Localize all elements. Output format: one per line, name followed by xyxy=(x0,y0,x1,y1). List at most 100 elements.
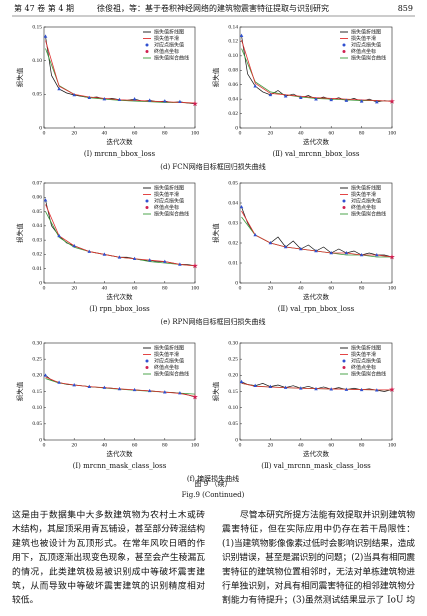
triangle-marker xyxy=(147,98,152,102)
x-tick-label: 20 xyxy=(268,285,274,291)
legend-key xyxy=(145,199,149,203)
y-tick-label: 0.07 xyxy=(32,180,42,186)
y-tick-label: 0.30 xyxy=(228,340,238,346)
x-tick-label: 20 xyxy=(71,285,77,291)
y-tick-label: 0.05 xyxy=(32,92,42,98)
y-tick-label: 0.04 xyxy=(228,96,238,102)
body-line: 的情况，此类建筑极易被识别成中等破坏震害建 xyxy=(12,565,205,577)
triangle-marker xyxy=(299,247,303,251)
legend-label: 损失值折线图 xyxy=(351,185,381,192)
triangle-marker xyxy=(283,385,288,389)
x-tick-label: 40 xyxy=(102,130,108,136)
triangle-marker xyxy=(299,386,303,390)
loss-line xyxy=(45,376,196,397)
x-tick-label: 100 xyxy=(191,130,200,136)
y-tick-label: 0.02 xyxy=(32,252,42,258)
plot-frame xyxy=(239,26,393,129)
x-tick-label: 80 xyxy=(359,442,365,448)
y-tick-label: 0.15 xyxy=(228,389,238,395)
triangle-marker xyxy=(268,384,273,388)
legend-label: 损失值平滑 xyxy=(351,191,376,198)
triangle-marker xyxy=(329,97,333,102)
body-line: 割能力有待提升；(3)虽然测试结果显示了 IoU 均 xyxy=(222,594,415,606)
end-point-marker xyxy=(192,393,198,400)
x-tick-label: 40 xyxy=(298,285,304,291)
end-point-marker xyxy=(389,98,395,104)
triangle-marker xyxy=(163,259,167,263)
triangle-marker xyxy=(375,388,379,392)
loss-line xyxy=(45,378,196,395)
triangle-marker xyxy=(102,252,107,256)
x-tick-label: 0 xyxy=(239,285,242,291)
triangle-marker xyxy=(344,98,349,102)
body-line: 识别错误，甚至是漏识别的问题；(2)当具有相同震 xyxy=(222,551,415,563)
y-axis-label: 损失值 xyxy=(211,67,220,87)
legend-label: 损失值平滑 xyxy=(154,351,179,358)
triangle-marker xyxy=(329,251,333,255)
loss-line xyxy=(45,375,196,398)
x-tick-label: 100 xyxy=(191,285,200,291)
y-tick-label: 0.05 xyxy=(32,421,42,427)
legend-label: 损失值拟合曲线 xyxy=(351,211,386,218)
x-tick-label: 80 xyxy=(162,442,168,448)
x-tick-label: 80 xyxy=(359,285,365,291)
body-line: 建筑也被设计为瓦顶形式。在常年风吹日晒的作 xyxy=(12,537,205,549)
triangle-marker xyxy=(132,97,137,101)
triangle-marker xyxy=(314,97,318,101)
legend-label: 损失值平滑 xyxy=(351,35,376,42)
triangle-marker xyxy=(253,233,257,237)
y-tick-label: 0.25 xyxy=(228,356,238,362)
y-axis-label: 损失值 xyxy=(15,67,24,87)
x-tick-label: 60 xyxy=(328,442,334,448)
legend-key xyxy=(145,366,149,369)
end-point-marker xyxy=(192,262,198,269)
y-tick-label: 0.06 xyxy=(228,82,238,88)
y-tick-label: 0.10 xyxy=(32,58,42,64)
running-title: 徐俊祖，等：基于卷积神经网络的建筑物震害特征提取与识别研究 xyxy=(97,3,329,13)
x-tick-label: 0 xyxy=(239,130,242,136)
volume: 第 47 卷 第 4 期 xyxy=(14,3,74,13)
triangle-marker xyxy=(283,94,288,98)
triangle-marker xyxy=(43,373,48,377)
triangle-marker xyxy=(132,256,137,261)
y-tick-label: 0 xyxy=(39,437,42,443)
triangle-marker xyxy=(314,386,318,391)
triangle-marker xyxy=(72,383,76,387)
end-point-marker xyxy=(192,100,198,107)
legend-label: 损失值拟合曲线 xyxy=(351,55,386,62)
body-line: 尽管本研究所提方法能有效提取并识别建筑物 xyxy=(240,509,415,521)
x-tick-label: 60 xyxy=(328,285,334,291)
legend-key xyxy=(342,206,346,209)
y-tick-label: 0 xyxy=(235,125,238,131)
y-tick-label: 0.30 xyxy=(32,340,42,346)
legend-label: 损失值拟合曲线 xyxy=(351,371,386,378)
triangle-marker xyxy=(268,92,273,97)
legend-label: 对应点损失值 xyxy=(351,198,381,205)
y-tick-label: 0.20 xyxy=(228,373,238,379)
triangle-marker xyxy=(72,243,76,248)
x-tick-label: 60 xyxy=(328,130,334,136)
y-tick-label: 0.01 xyxy=(32,266,42,272)
legend-key xyxy=(342,359,346,363)
y-tick-label: 0 xyxy=(39,280,42,286)
legend-key xyxy=(145,50,149,53)
body-line: 这是由于数据集中大多数建筑物为农村土木或砖 xyxy=(12,509,205,521)
x-tick-label: 100 xyxy=(388,285,397,291)
legend-key xyxy=(342,43,346,47)
x-tick-label: 60 xyxy=(132,442,138,448)
page-number: 859 xyxy=(398,4,413,13)
legend-label: 终值点坐标 xyxy=(154,48,179,55)
legend-key xyxy=(342,199,346,203)
triangle-marker xyxy=(314,249,318,253)
x-tick-label: 80 xyxy=(162,130,168,136)
panel-caption: (Ⅰ) mrcnn_bbox_loss xyxy=(84,150,156,158)
y-tick-label: 0.15 xyxy=(32,24,42,30)
y-tick-label: 0.12 xyxy=(228,39,238,45)
triangle-marker xyxy=(344,387,349,391)
x-tick-label: 80 xyxy=(162,285,168,291)
y-tick-label: 0.08 xyxy=(228,68,238,74)
x-tick-label: 40 xyxy=(102,285,108,291)
y-tick-label: 0.03 xyxy=(228,220,238,226)
body-line: 行单独识别，对具有相同震害特征的相邻建筑物分 xyxy=(222,580,415,592)
